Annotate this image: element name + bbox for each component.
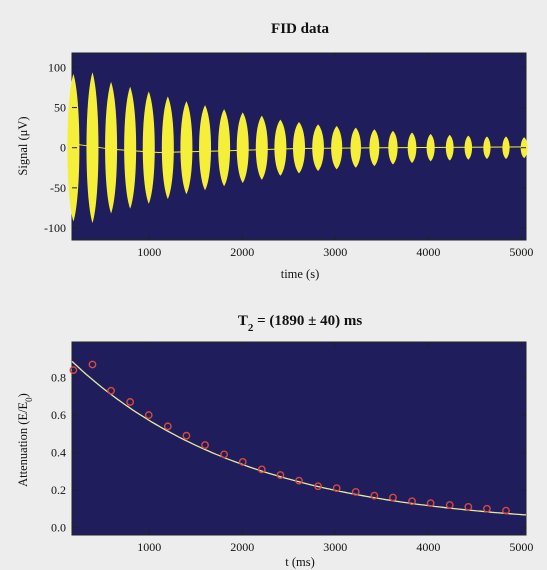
fid-envelope-lobe [312,124,324,171]
y-tick-label: 0.0 [51,521,66,535]
data-point [238,458,247,466]
t2-chart-title: T2 = (1890 ± 40) ms [238,313,363,334]
t2-ylabel-rest: ) [16,393,30,397]
fid-envelope-lobe [124,86,137,209]
fid-envelope-lobe [105,81,118,214]
data-point [201,441,209,449]
fid-y-axis-label: Signal (μV) [16,116,30,175]
x-tick-label: 5000 [509,245,533,259]
data-point [69,366,78,375]
x-tick-label: 2000 [230,245,254,259]
x-tick-label: 4000 [416,540,440,554]
data-point [126,398,135,406]
data-point [332,484,341,493]
y-tick-label: -50 [50,181,66,195]
fid-envelope-lobe [161,96,174,200]
fid-signal-series [67,72,528,224]
y-tick-label: 100 [48,60,66,74]
t2-title-rest: = (1890 ± 40) ms [253,313,362,329]
fid-envelope-lobe [274,119,287,176]
t2-ylabel-main: Attenuation (E/E [16,401,30,486]
fid-envelope-lobe [142,91,155,204]
data-point [144,411,153,419]
y-tick-label: 0.4 [51,446,66,460]
fid-envelope-lobe [180,101,193,195]
fid-envelope-lobe [502,136,510,159]
t2-plot-area [71,341,527,536]
y-tick-label: 0.6 [51,408,66,422]
data-point [483,504,491,513]
t2-y-axis-label: Attenuation (E/E0) [16,393,34,487]
t2-chart: T2 = (1890 ± 40) ms 1000 2000 3000 4000 5000… [16,313,533,569]
fid-baseline-trace [71,143,527,154]
x-tick-label: 3000 [323,245,347,259]
fid-envelope-lobe [236,112,249,184]
y-tick-label: 0.8 [51,371,66,385]
x-tick-label: 4000 [416,245,440,259]
fid-chart: FID data 1000 2000 3000 4000 5000-100-500501… [16,21,533,281]
x-tick-label: 1000 [137,245,161,259]
fid-axis-ticks: 1000 2000 3000 4000 5000 -100 -50 0 50 100 [44,53,533,259]
t2-data-points [69,360,510,515]
t2-title-main: T [238,313,248,329]
data-point [445,501,454,509]
x-tick-label: 1000 [137,540,161,554]
fid-x-axis-label: time (s) [281,267,320,281]
data-point [502,506,510,515]
fid-envelope-lobe [86,72,99,224]
t2-axis-ticks: 1000 2000 3000 4000 5000 0.0 0.2 0.4 0.6 0.8 [51,342,533,554]
data-point [426,499,435,508]
y-tick-label: 0.2 [51,483,66,497]
t2-ylabel-sub: 0 [24,397,34,402]
y-tick-label: 0 [60,141,66,155]
fid-envelope-lobe [199,105,212,191]
data-point [182,431,191,440]
fid-chart-title: FID data [271,21,329,37]
fid-envelope-lobe [255,115,268,180]
data-point [295,476,303,485]
fid-envelope-lobe [293,122,305,174]
t2-x-axis-label: t (ms) [285,555,315,569]
y-tick-label: 50 [54,101,66,115]
data-point [257,465,266,474]
t2-title-sub: 2 [248,322,254,334]
fid-envelope-lobe [218,109,231,187]
x-tick-label: 3000 [323,540,347,554]
x-tick-label: 2000 [230,540,254,554]
data-point [107,386,115,395]
data-point [88,360,97,369]
fid-baseline-line [71,143,527,154]
data-point [220,450,229,459]
data-point [389,493,397,502]
fid-envelope-lobe [483,136,491,159]
data-point [163,422,172,431]
y-tick-label: -100 [44,221,66,235]
data-point [276,471,285,479]
data-point [351,488,360,496]
data-point [314,482,322,491]
data-point [408,497,416,506]
x-tick-label: 5000 [509,540,533,554]
data-point [370,491,379,500]
data-point [464,502,473,511]
